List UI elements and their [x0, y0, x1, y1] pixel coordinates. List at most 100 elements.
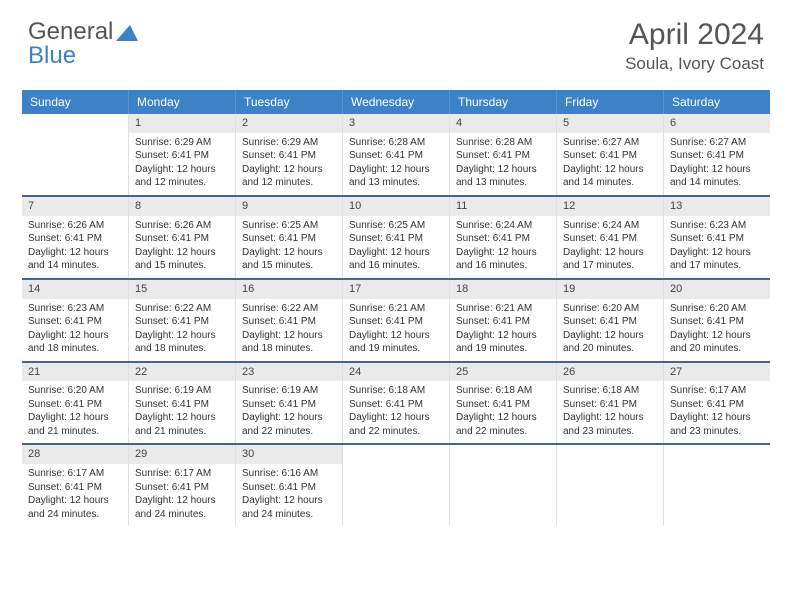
day-number [557, 445, 663, 464]
day-cell: 9Sunrise: 6:25 AMSunset: 6:41 PMDaylight… [236, 197, 343, 278]
day-number: 25 [450, 363, 556, 382]
day-body: Sunrise: 6:20 AMSunset: 6:41 PMDaylight:… [22, 381, 128, 443]
day-cell: 13Sunrise: 6:23 AMSunset: 6:41 PMDayligh… [664, 197, 770, 278]
sunset-line: Sunset: 6:41 PM [349, 149, 443, 163]
day-body: Sunrise: 6:24 AMSunset: 6:41 PMDaylight:… [450, 216, 556, 278]
daylight-line: Daylight: 12 hours and 18 minutes. [135, 329, 229, 356]
sunset-line: Sunset: 6:41 PM [28, 398, 122, 412]
sunset-line: Sunset: 6:41 PM [349, 398, 443, 412]
sunrise-line: Sunrise: 6:29 AM [135, 136, 229, 150]
day-body: Sunrise: 6:22 AMSunset: 6:41 PMDaylight:… [236, 299, 342, 361]
sunset-line: Sunset: 6:41 PM [242, 481, 336, 495]
day-cell: 26Sunrise: 6:18 AMSunset: 6:41 PMDayligh… [557, 363, 664, 444]
sunset-line: Sunset: 6:41 PM [242, 398, 336, 412]
day-body: Sunrise: 6:28 AMSunset: 6:41 PMDaylight:… [450, 133, 556, 195]
sunrise-line: Sunrise: 6:24 AM [456, 219, 550, 233]
sunset-line: Sunset: 6:41 PM [135, 232, 229, 246]
sunset-line: Sunset: 6:41 PM [28, 232, 122, 246]
week-row: 1Sunrise: 6:29 AMSunset: 6:41 PMDaylight… [22, 114, 770, 197]
day-body: Sunrise: 6:17 AMSunset: 6:41 PMDaylight:… [664, 381, 770, 443]
sunrise-line: Sunrise: 6:25 AM [349, 219, 443, 233]
day-number: 26 [557, 363, 663, 382]
sunrise-line: Sunrise: 6:17 AM [670, 384, 764, 398]
sunrise-line: Sunrise: 6:18 AM [563, 384, 657, 398]
daylight-line: Daylight: 12 hours and 14 minutes. [28, 246, 122, 273]
day-number: 19 [557, 280, 663, 299]
daylight-line: Daylight: 12 hours and 24 minutes. [242, 494, 336, 521]
location: Soula, Ivory Coast [625, 54, 764, 74]
day-cell: 5Sunrise: 6:27 AMSunset: 6:41 PMDaylight… [557, 114, 664, 195]
daylight-line: Daylight: 12 hours and 23 minutes. [670, 411, 764, 438]
day-body: Sunrise: 6:20 AMSunset: 6:41 PMDaylight:… [557, 299, 663, 361]
day-number: 7 [22, 197, 128, 216]
sunset-line: Sunset: 6:41 PM [349, 315, 443, 329]
day-cell [343, 445, 450, 526]
daylight-line: Daylight: 12 hours and 15 minutes. [135, 246, 229, 273]
sunset-line: Sunset: 6:41 PM [670, 398, 764, 412]
daylight-line: Daylight: 12 hours and 19 minutes. [349, 329, 443, 356]
day-body: Sunrise: 6:25 AMSunset: 6:41 PMDaylight:… [343, 216, 449, 278]
day-body: Sunrise: 6:23 AMSunset: 6:41 PMDaylight:… [664, 216, 770, 278]
day-cell: 18Sunrise: 6:21 AMSunset: 6:41 PMDayligh… [450, 280, 557, 361]
sunset-line: Sunset: 6:41 PM [242, 232, 336, 246]
sunrise-line: Sunrise: 6:20 AM [563, 302, 657, 316]
day-number: 3 [343, 114, 449, 133]
day-number: 10 [343, 197, 449, 216]
day-body: Sunrise: 6:18 AMSunset: 6:41 PMDaylight:… [557, 381, 663, 443]
sunset-line: Sunset: 6:41 PM [563, 232, 657, 246]
day-cell: 1Sunrise: 6:29 AMSunset: 6:41 PMDaylight… [129, 114, 236, 195]
day-cell: 19Sunrise: 6:20 AMSunset: 6:41 PMDayligh… [557, 280, 664, 361]
sunrise-line: Sunrise: 6:23 AM [28, 302, 122, 316]
day-cell: 30Sunrise: 6:16 AMSunset: 6:41 PMDayligh… [236, 445, 343, 526]
day-number: 23 [236, 363, 342, 382]
day-body: Sunrise: 6:27 AMSunset: 6:41 PMDaylight:… [557, 133, 663, 195]
day-cell: 23Sunrise: 6:19 AMSunset: 6:41 PMDayligh… [236, 363, 343, 444]
day-cell: 12Sunrise: 6:24 AMSunset: 6:41 PMDayligh… [557, 197, 664, 278]
sunrise-line: Sunrise: 6:28 AM [349, 136, 443, 150]
day-body: Sunrise: 6:16 AMSunset: 6:41 PMDaylight:… [236, 464, 342, 526]
sunrise-line: Sunrise: 6:22 AM [242, 302, 336, 316]
day-number [22, 114, 128, 133]
sunrise-line: Sunrise: 6:27 AM [563, 136, 657, 150]
sunrise-line: Sunrise: 6:22 AM [135, 302, 229, 316]
day-number: 18 [450, 280, 556, 299]
daylight-line: Daylight: 12 hours and 21 minutes. [28, 411, 122, 438]
day-number: 12 [557, 197, 663, 216]
day-cell: 28Sunrise: 6:17 AMSunset: 6:41 PMDayligh… [22, 445, 129, 526]
day-cell: 3Sunrise: 6:28 AMSunset: 6:41 PMDaylight… [343, 114, 450, 195]
week-row: 7Sunrise: 6:26 AMSunset: 6:41 PMDaylight… [22, 197, 770, 280]
sunrise-line: Sunrise: 6:18 AM [456, 384, 550, 398]
day-number: 4 [450, 114, 556, 133]
sunrise-line: Sunrise: 6:29 AM [242, 136, 336, 150]
title-block: April 2024 Soula, Ivory Coast [625, 18, 764, 74]
day-cell: 8Sunrise: 6:26 AMSunset: 6:41 PMDaylight… [129, 197, 236, 278]
day-body: Sunrise: 6:25 AMSunset: 6:41 PMDaylight:… [236, 216, 342, 278]
sunset-line: Sunset: 6:41 PM [563, 149, 657, 163]
day-cell: 22Sunrise: 6:19 AMSunset: 6:41 PMDayligh… [129, 363, 236, 444]
daylight-line: Daylight: 12 hours and 22 minutes. [456, 411, 550, 438]
daylight-line: Daylight: 12 hours and 23 minutes. [563, 411, 657, 438]
sunset-line: Sunset: 6:41 PM [135, 315, 229, 329]
sunrise-line: Sunrise: 6:21 AM [349, 302, 443, 316]
day-number: 14 [22, 280, 128, 299]
sunrise-line: Sunrise: 6:25 AM [242, 219, 336, 233]
day-body: Sunrise: 6:28 AMSunset: 6:41 PMDaylight:… [343, 133, 449, 195]
weekday-header: Wednesday [343, 90, 450, 114]
day-number: 8 [129, 197, 235, 216]
daylight-line: Daylight: 12 hours and 17 minutes. [563, 246, 657, 273]
day-cell: 25Sunrise: 6:18 AMSunset: 6:41 PMDayligh… [450, 363, 557, 444]
weekday-header: Tuesday [236, 90, 343, 114]
day-body: Sunrise: 6:20 AMSunset: 6:41 PMDaylight:… [664, 299, 770, 361]
daylight-line: Daylight: 12 hours and 13 minutes. [456, 163, 550, 190]
daylight-line: Daylight: 12 hours and 14 minutes. [670, 163, 764, 190]
sunset-line: Sunset: 6:41 PM [670, 315, 764, 329]
sunset-line: Sunset: 6:41 PM [135, 481, 229, 495]
day-cell: 10Sunrise: 6:25 AMSunset: 6:41 PMDayligh… [343, 197, 450, 278]
day-cell: 29Sunrise: 6:17 AMSunset: 6:41 PMDayligh… [129, 445, 236, 526]
weekday-header: Sunday [22, 90, 129, 114]
sunrise-line: Sunrise: 6:28 AM [456, 136, 550, 150]
day-body: Sunrise: 6:23 AMSunset: 6:41 PMDaylight:… [22, 299, 128, 361]
day-cell: 21Sunrise: 6:20 AMSunset: 6:41 PMDayligh… [22, 363, 129, 444]
day-cell: 20Sunrise: 6:20 AMSunset: 6:41 PMDayligh… [664, 280, 770, 361]
day-number: 21 [22, 363, 128, 382]
